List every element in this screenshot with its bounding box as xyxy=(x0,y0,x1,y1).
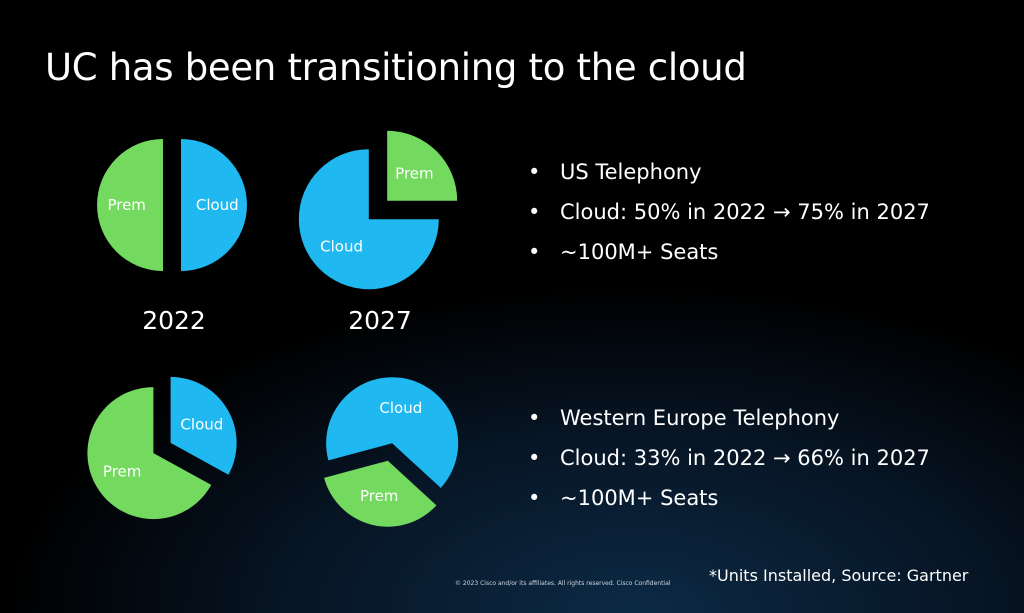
pie-slice-label-cloud: Cloud xyxy=(379,399,422,417)
pie-slice-cloud xyxy=(170,376,237,475)
pie-slice-label-cloud: Cloud xyxy=(320,237,363,255)
pie-slice-label-prem: Prem xyxy=(360,487,398,505)
bullet-seats: ~100M+ Seats xyxy=(528,484,930,524)
slide-title: UC has been transitioning to the cloud xyxy=(45,46,747,89)
pie-slice-label-cloud: Cloud xyxy=(196,196,239,214)
pie-slice-prem xyxy=(324,460,437,527)
pie-slice-label-prem: Prem xyxy=(103,463,141,481)
pie-slice-prem xyxy=(87,387,212,520)
bullet-region: US Telephony xyxy=(528,158,930,198)
pie-slice-prem xyxy=(387,130,458,201)
pie-eu-2022: Cloud Prem xyxy=(87,376,237,520)
pie-slice-label-prem: Prem xyxy=(107,196,145,214)
source-note: *Units Installed, Source: Gartner xyxy=(709,566,969,585)
bullet-seats: ~100M+ Seats xyxy=(528,238,930,278)
pie-slice-prem xyxy=(97,139,163,271)
us-telephony-bullets: US Telephony Cloud: 50% in 2022 → 75% in… xyxy=(528,158,930,278)
year-label-2027: 2027 xyxy=(348,306,412,335)
bullet-region: Western Europe Telephony xyxy=(528,404,930,444)
pie-slice-label-prem: Prem xyxy=(395,165,433,183)
pie-slice-cloud xyxy=(181,139,247,271)
pie-slice-label-cloud: Cloud xyxy=(180,415,223,433)
pie-slice-cloud xyxy=(326,377,459,488)
year-label-2022: 2022 xyxy=(142,306,206,335)
pie-slice-cloud xyxy=(298,149,439,290)
western-europe-bullets: Western Europe Telephony Cloud: 33% in 2… xyxy=(528,404,930,524)
bullet-cloud-share: Cloud: 50% in 2022 → 75% in 2027 xyxy=(528,198,930,238)
pie-us-2022: Cloud Prem xyxy=(97,139,247,271)
pie-us-2027: Cloud Prem xyxy=(298,130,458,290)
pie-eu-2027: Cloud Prem xyxy=(324,377,459,527)
bullet-cloud-share: Cloud: 33% in 2022 → 66% in 2027 xyxy=(528,444,930,484)
copyright-notice: © 2023 Cisco and/or its affiliates. All … xyxy=(455,580,671,587)
